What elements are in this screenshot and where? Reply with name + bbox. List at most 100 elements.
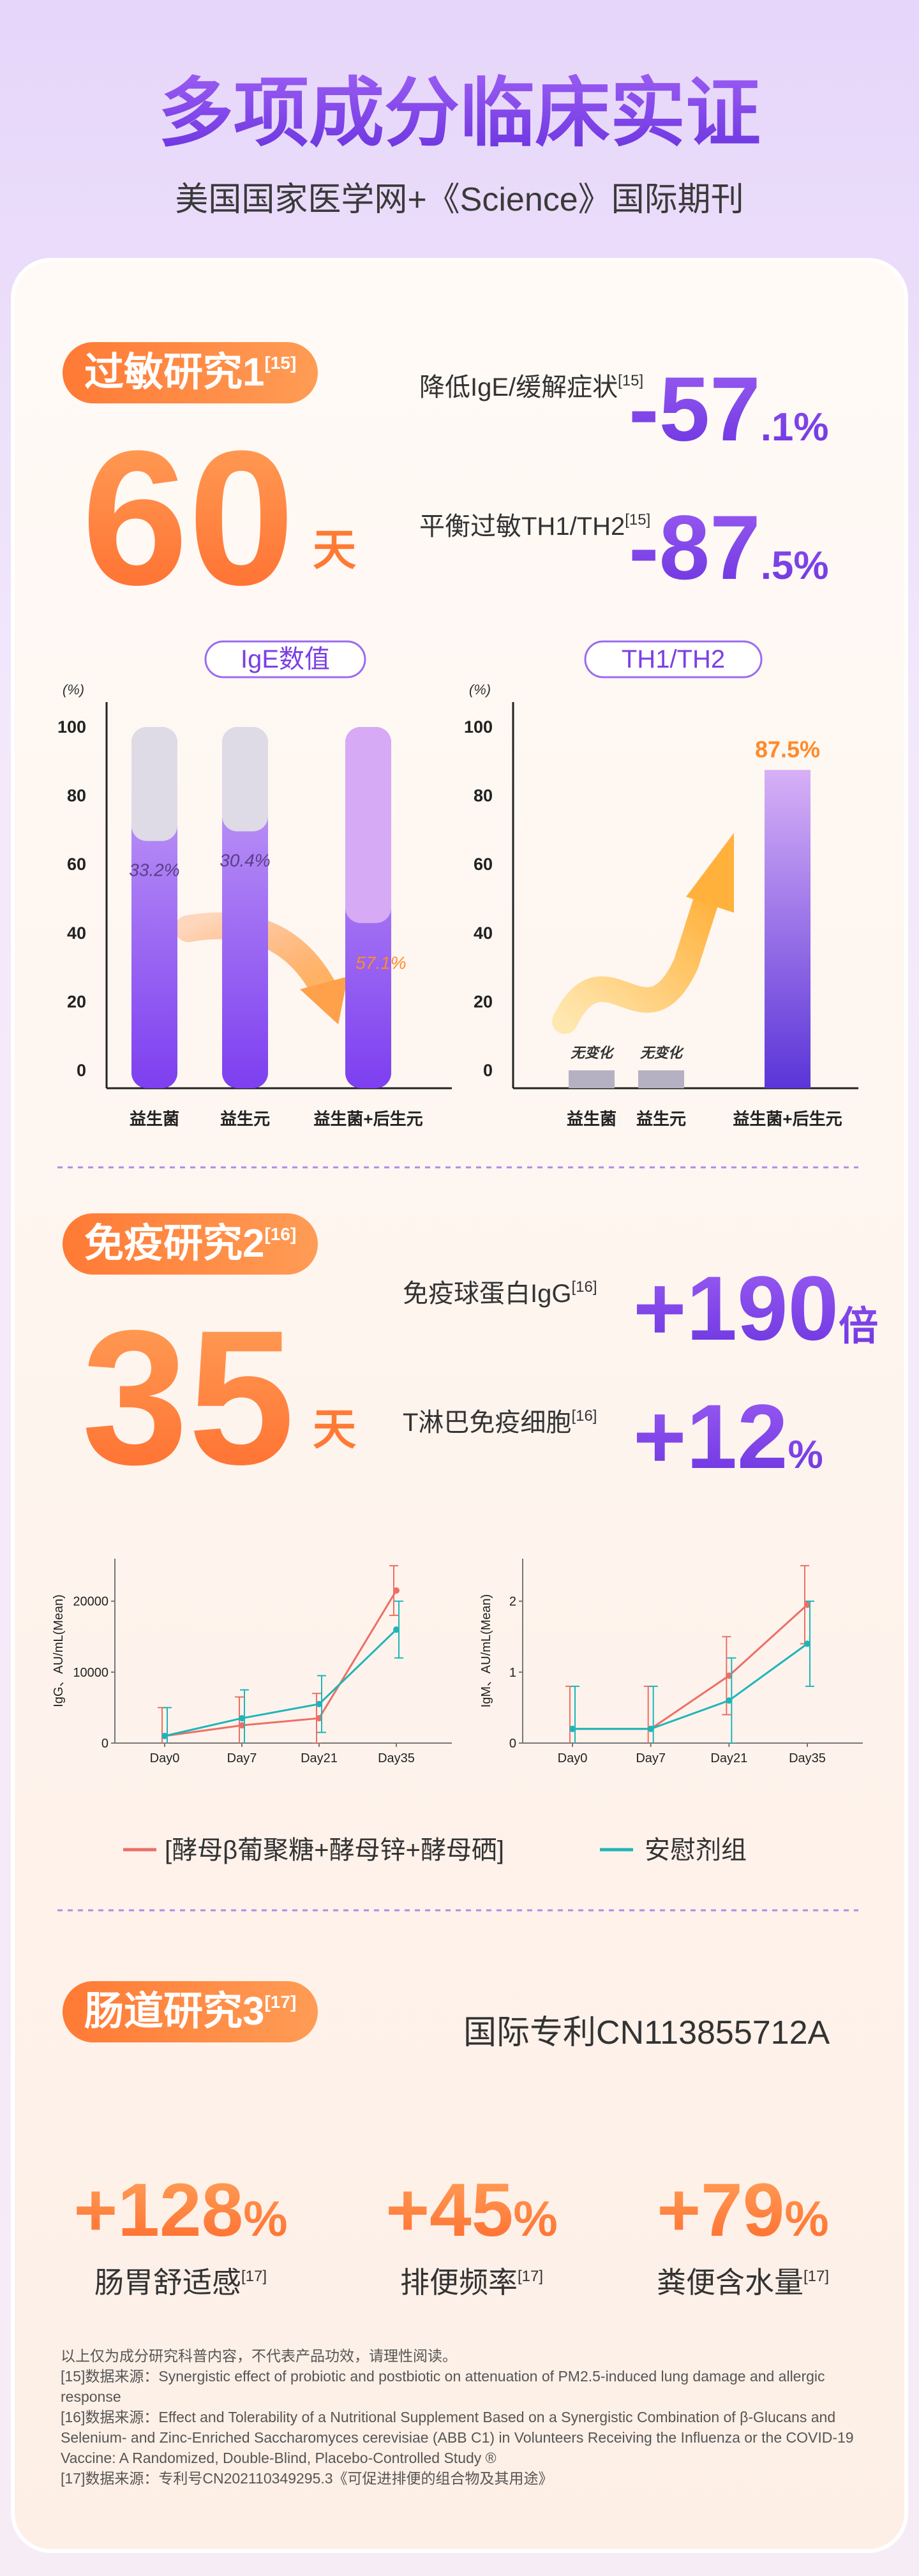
- stat-label: 免疫球蛋白IgG[16]: [403, 1278, 597, 1308]
- value-label: 33.2%: [129, 860, 179, 880]
- stat-label-text: 平衡过敏TH1/TH2: [419, 513, 625, 541]
- point: [161, 1732, 168, 1739]
- line: [164, 1629, 398, 1737]
- badge-ref: [16]: [264, 1224, 296, 1244]
- x-tick-label: 益生菌: [130, 1109, 179, 1128]
- y-tick-label: 100: [464, 717, 493, 737]
- stat-label: 排便频率[17]: [400, 2266, 543, 2299]
- footnotes: 以上仅为成分研究科普内容，不代表产品功效，请理性阅读。 [15]数据来源：Syne…: [61, 2346, 865, 2489]
- stat-suffix: %: [788, 1433, 823, 1477]
- chart-title: TH1/TH2: [622, 645, 725, 673]
- plot-area: [565, 1565, 814, 1743]
- stat-suffix: .5%: [761, 544, 829, 588]
- line: [572, 1643, 808, 1730]
- point: [804, 1640, 811, 1647]
- badge-text: 免疫研究2: [84, 1222, 264, 1266]
- stat-ref: [16]: [571, 1407, 597, 1425]
- chart-title-text: IgE数值: [241, 645, 330, 673]
- y-tick-label: 60: [474, 855, 493, 874]
- x-tick-label: Day21: [301, 1751, 338, 1765]
- point: [316, 1700, 322, 1707]
- stat-ref: [17]: [518, 2268, 543, 2285]
- y-unit-text: (%): [469, 682, 491, 698]
- y-tick-label: 80: [67, 786, 86, 805]
- chart-title-pill: [204, 640, 366, 678]
- value-label: 无变化: [640, 1045, 684, 1061]
- badge-bg: [63, 1213, 318, 1275]
- badge-ref: [17]: [264, 1992, 296, 2012]
- stat-label-text: 粪便含水量: [657, 2266, 803, 2299]
- stat-value: +12%: [633, 1386, 823, 1488]
- badge-ref: [15]: [264, 353, 296, 373]
- decor-arrow: [552, 881, 721, 1034]
- patent-text: 国际专利CN113855712A: [463, 2014, 830, 2051]
- y-tick-label: 1: [509, 1666, 516, 1680]
- line: [164, 1590, 398, 1737]
- point: [569, 1725, 576, 1732]
- legend-label: 安慰剂组: [645, 1836, 747, 1864]
- stat-suffix: %: [784, 2190, 828, 2247]
- point: [239, 1715, 245, 1722]
- days-unit: 天: [313, 1405, 356, 1454]
- y-tick-label: 60: [67, 855, 86, 874]
- bar: [638, 1070, 684, 1088]
- badge-bg: [63, 1981, 318, 2042]
- y-tick-label: 80: [474, 786, 493, 805]
- y-tick-label: 40: [474, 924, 493, 943]
- days-unit-text: 天: [313, 1405, 356, 1454]
- title: 多项成分临床实证: [158, 71, 761, 156]
- stat-suffix: .1%: [761, 405, 829, 449]
- value-label: 30.4%: [220, 851, 270, 871]
- point: [804, 1601, 811, 1608]
- days-value: 60: [82, 410, 295, 625]
- x-tick-label: 益生菌+后生元: [733, 1109, 842, 1128]
- badge-text: 过敏研究1: [84, 350, 264, 394]
- stat-label-text: 排便频率: [400, 2266, 518, 2299]
- stat-main: -57: [629, 359, 761, 460]
- x-tick-label: Day35: [378, 1751, 415, 1765]
- stat-value: +45%: [385, 2168, 558, 2252]
- y-tick-label: 10000: [73, 1666, 108, 1680]
- subtitle: 美国国家医学网+《Science》国际期刊: [175, 181, 743, 218]
- footnote: [17]数据来源：专利号CN202110349295.3《可促进排便的组合物及其…: [61, 2470, 553, 2487]
- plot-area: [158, 1565, 403, 1743]
- legend-label: [酵母β葡聚糖+酵母锌+酵母硒]: [165, 1836, 504, 1864]
- y-tick-label: 0: [101, 1737, 108, 1751]
- stat-label: 降低IgE/缓解症状[15]: [419, 372, 643, 401]
- point: [726, 1672, 733, 1679]
- stat-label-text: 降低IgE/缓解症状: [419, 373, 618, 401]
- stat-value: -87.5%: [629, 497, 829, 599]
- stat-label-text: 免疫球蛋白IgG: [403, 1280, 571, 1308]
- decor-arrow-head: [686, 833, 734, 913]
- y-unit: (%): [63, 682, 84, 698]
- days-number: 35: [82, 1290, 295, 1504]
- days-unit: 天: [313, 526, 356, 574]
- patent: 国际专利CN113855712A: [463, 2014, 830, 2051]
- point: [239, 1722, 245, 1729]
- badge: 过敏研究1[15]: [84, 350, 296, 394]
- days-unit-text: 天: [313, 526, 356, 574]
- stat-value: +79%: [657, 2168, 829, 2252]
- point: [316, 1715, 322, 1722]
- x-tick-label: Day21: [710, 1751, 747, 1765]
- badge: 肠道研究3[17]: [84, 1989, 296, 2033]
- chart-title-pill: [584, 640, 763, 678]
- footnote: [15]数据来源：Synergistic effect of probiotic…: [61, 2368, 825, 2405]
- days-value: 35: [82, 1290, 295, 1504]
- x-tick-label: 益生元: [636, 1109, 686, 1128]
- y-tick-label: 20: [67, 992, 86, 1011]
- bar: [765, 770, 811, 1088]
- days-number: 60: [82, 410, 295, 625]
- x-tick-label: Day7: [227, 1751, 257, 1765]
- stat-label-text: 肠胃舒适感: [94, 2266, 241, 2299]
- stat-value: -57.1%: [629, 359, 829, 460]
- x-tick-label: 益生元: [220, 1109, 270, 1128]
- point: [647, 1725, 654, 1732]
- x-tick-label: Day0: [150, 1751, 180, 1765]
- x-tick-label: Day35: [789, 1751, 826, 1765]
- y-axis-label: IgM、AU/mL(Mean): [479, 1594, 493, 1708]
- x-tick-label: 益生菌: [567, 1109, 616, 1128]
- y-axis-label-text: IgG、AU/mL(Mean): [52, 1594, 66, 1707]
- y-tick-label: 100: [57, 717, 86, 737]
- y-tick-label: 0: [77, 1061, 86, 1080]
